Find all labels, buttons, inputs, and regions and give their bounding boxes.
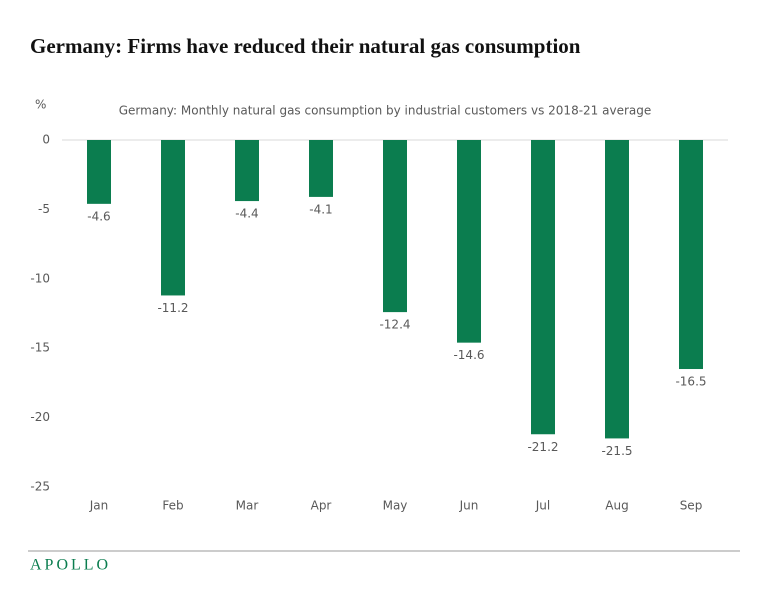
value-label: -12.4 (379, 318, 410, 332)
value-label: -21.5 (601, 444, 632, 458)
x-tick-label: Feb (162, 499, 183, 513)
bar (531, 140, 555, 435)
value-label: -4.4 (235, 207, 258, 221)
chart-title: Germany: Firms have reduced their natura… (30, 34, 581, 58)
value-label: -14.6 (453, 348, 484, 362)
bar (161, 140, 185, 296)
value-label: -4.1 (309, 202, 332, 216)
x-tick-label: Apr (311, 499, 332, 513)
bar (605, 140, 629, 439)
y-tick-label: 0 (42, 133, 50, 147)
bar (457, 140, 481, 343)
x-tick-label: Sep (680, 499, 703, 513)
bar (235, 140, 259, 202)
y-axis-label: % (35, 98, 46, 112)
value-label: -21.2 (527, 440, 558, 454)
value-label: -4.6 (87, 209, 110, 223)
bar (87, 140, 111, 204)
y-tick-label: -10 (30, 271, 50, 285)
x-tick-label: May (383, 499, 408, 513)
y-tick-label: -15 (30, 341, 50, 355)
bar (309, 140, 333, 197)
y-tick-label: -5 (38, 202, 50, 216)
value-label: -11.2 (157, 301, 188, 315)
value-label: -16.5 (675, 375, 706, 389)
bar (679, 140, 703, 370)
x-tick-label: Aug (605, 499, 628, 513)
x-tick-label: Mar (236, 499, 259, 513)
x-tick-label: Jul (535, 499, 550, 513)
bar (383, 140, 407, 313)
chart-subtitle: Germany: Monthly natural gas consumption… (119, 104, 652, 118)
x-tick-label: Jan (89, 499, 109, 513)
x-tick-label: Jun (459, 499, 479, 513)
footer-logo: APOLLO (30, 557, 111, 574)
y-tick-label: -20 (30, 410, 50, 424)
y-tick-label: -25 (30, 480, 50, 494)
